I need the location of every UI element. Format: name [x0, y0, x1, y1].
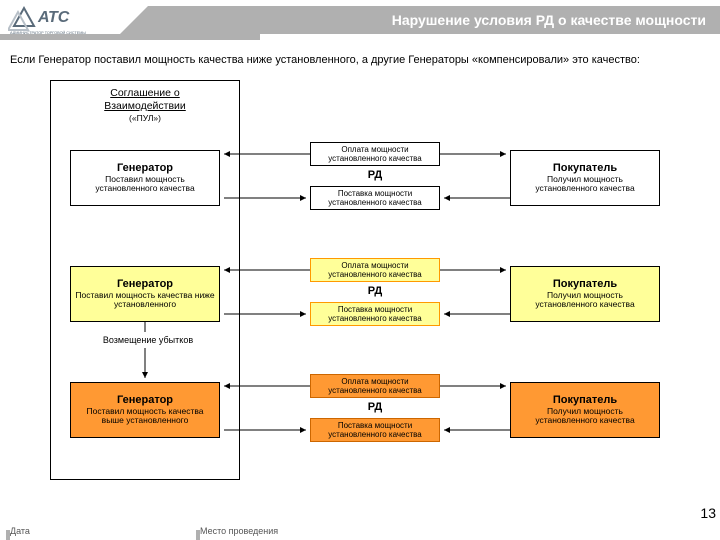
page-title: Нарушение условия РД о качестве мощности — [392, 12, 706, 28]
diagram-canvas: Соглашение о Взаимодействии («ПУЛ») Гене… — [10, 70, 710, 500]
footer-date: Дата — [10, 526, 30, 536]
svg-text:АТС: АТС — [37, 9, 70, 26]
pool-title: Соглашение о Взаимодействии («ПУЛ») — [51, 87, 239, 125]
generator-box-0: ГенераторПоставил мощность установленног… — [70, 150, 220, 206]
damages-label: Возмещение убытков — [88, 335, 208, 345]
delivery-box-2: Поставка мощностиустановленного качества — [310, 418, 440, 442]
payment-box-0: Оплата мощностиустановленного качества — [310, 142, 440, 166]
logo: АТС АДМИНИСТРАТОР ТОРГОВОЙ СИСТЕМЫ — [8, 4, 108, 36]
footer-place: Место проведения — [200, 526, 278, 536]
delivery-box-0: Поставка мощностиустановленного качества — [310, 186, 440, 210]
rd-label-2: РД — [360, 401, 390, 413]
intro-text: Если Генератор поставил мощность качеств… — [10, 54, 710, 66]
page-title-bar: Нарушение условия РД о качестве мощности — [148, 6, 720, 34]
generator-box-2: ГенераторПоставил мощность качества выше… — [70, 382, 220, 438]
generator-box-1: ГенераторПоставил мощность качества ниже… — [70, 266, 220, 322]
header-underline — [0, 34, 260, 40]
buyer-box-2: ПокупательПолучил мощность установленног… — [510, 382, 660, 438]
delivery-box-1: Поставка мощностиустановленного качества — [310, 302, 440, 326]
payment-box-1: Оплата мощностиустановленного качества — [310, 258, 440, 282]
buyer-box-1: ПокупательПолучил мощность установленног… — [510, 266, 660, 322]
buyer-box-0: ПокупательПолучил мощность установленног… — [510, 150, 660, 206]
rd-label-1: РД — [360, 285, 390, 297]
rd-label-0: РД — [360, 169, 390, 181]
page-number: 13 — [700, 506, 716, 520]
payment-box-2: Оплата мощностиустановленного качества — [310, 374, 440, 398]
